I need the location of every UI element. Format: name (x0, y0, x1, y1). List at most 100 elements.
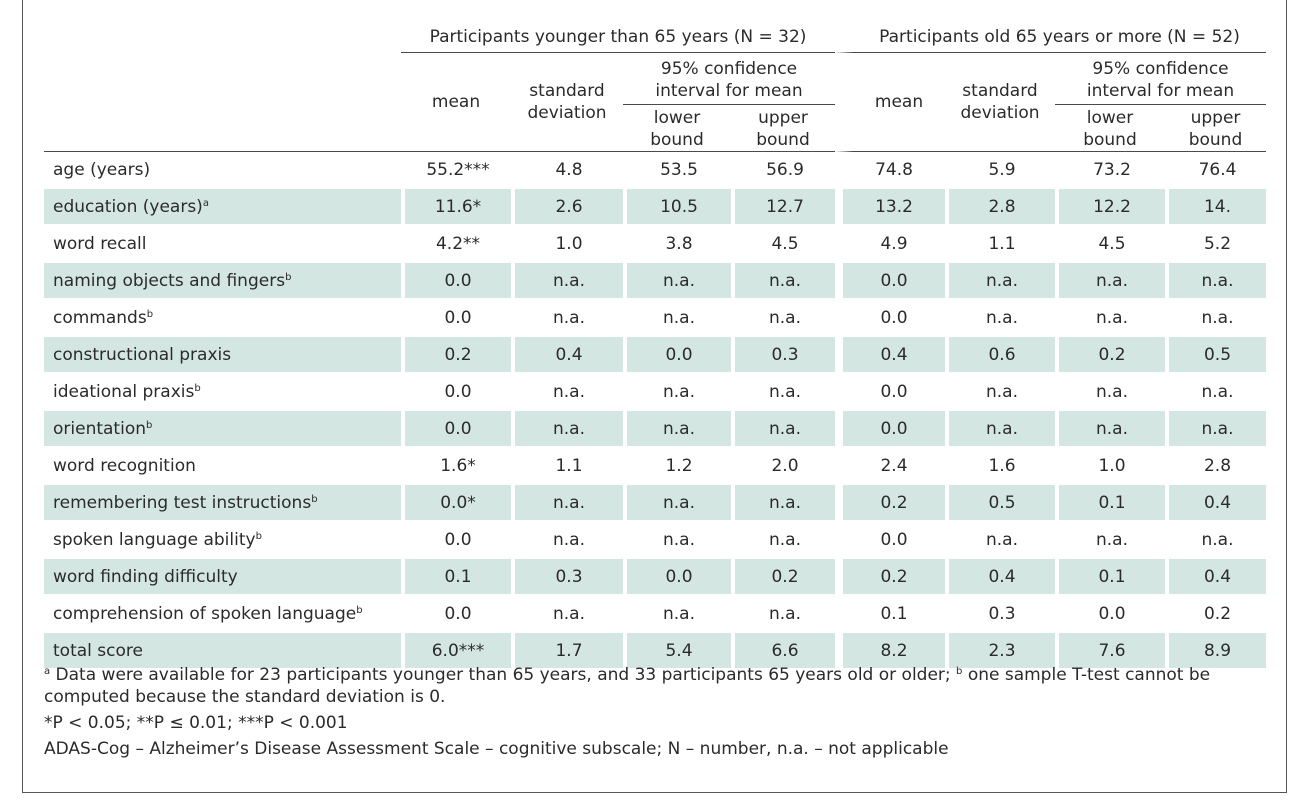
col-header-mean-1-text: mean (431, 92, 481, 112)
col-header-sd-1-line2: deviation (527, 103, 607, 123)
cell: 0.0 (401, 300, 511, 337)
footnote-significance: *P < 0.05; **P ≤ 0.01; ***P < 0.001 (44, 713, 348, 733)
row-label-sup: b (146, 308, 154, 320)
col-header-ci-2-line2: interval for mean (1086, 81, 1235, 101)
cell: 13.2 (835, 189, 945, 226)
cell: 0.2 (1165, 596, 1266, 633)
cell: n.a. (945, 300, 1055, 337)
cell: n.a. (1055, 411, 1165, 448)
row-label-text: age (years) (53, 159, 151, 180)
row-label-sup: b (356, 604, 363, 616)
col-header-lower-1-line2: bound (650, 130, 704, 150)
col-header-lower-2: lower bound (1055, 105, 1165, 152)
row-label-text: word recognition (53, 455, 196, 476)
cell: 0.0 (835, 522, 945, 559)
cell: n.a. (511, 374, 623, 411)
cell: 2.3 (945, 633, 1055, 670)
col-header-upper-1: upper bound (731, 105, 835, 152)
footnote-abbreviations: ADAS-Cog – Alzheimer’s Disease Assessmen… (44, 739, 949, 759)
row-label: word recall (44, 226, 401, 263)
col-header-lower-2-line1: lower (1086, 108, 1134, 128)
cell: 12.2 (1055, 189, 1165, 226)
cell: 4.2** (401, 226, 511, 263)
table-row: comprehension of spoken languageb 0.0 n.… (44, 596, 1266, 633)
cell: 0.2 (835, 559, 945, 596)
cell: n.a. (623, 522, 731, 559)
table-row: commandsb 0.0 n.a. n.a. n.a. 0.0 n.a. n.… (44, 300, 1266, 337)
footnote-a-text: Data were available for 23 participants … (55, 665, 951, 685)
footnote-b-mark: b (956, 666, 963, 677)
row-label: orientationb (44, 411, 401, 448)
cell: 73.2 (1055, 152, 1165, 189)
row-label-sup: b (311, 493, 318, 505)
cell: n.a. (623, 485, 731, 522)
footnote-ab: a Data were available for 23 participant… (44, 664, 1274, 708)
cell: n.a. (1055, 522, 1165, 559)
cell: 0.5 (945, 485, 1055, 522)
cell: 0.0 (623, 337, 731, 374)
cell: 1.6* (401, 448, 511, 485)
col-header-mean-1: mean (401, 53, 511, 152)
cell: 0.0 (1055, 596, 1165, 633)
cell: 0.0 (401, 522, 511, 559)
footnote-a-mark: a (44, 666, 51, 677)
row-label: education (years)a (44, 189, 401, 226)
cell: 0.4 (1165, 485, 1266, 522)
col-header-sd-2: standard deviation (945, 53, 1055, 152)
col-header-upper-2-line2: bound (1188, 130, 1243, 150)
cell: 2.0 (731, 448, 835, 485)
cell: n.a. (731, 300, 835, 337)
row-label-text: constructional praxis (53, 344, 232, 365)
cell: n.a. (511, 263, 623, 300)
row-label-sup: b (194, 382, 201, 394)
cell: 5.2 (1165, 226, 1266, 263)
cell: 2.4 (835, 448, 945, 485)
row-label-text: remembering test instructions (53, 492, 312, 513)
cell: n.a. (623, 596, 731, 633)
table-row: constructional praxis 0.2 0.4 0.0 0.3 0.… (44, 337, 1266, 374)
cell: n.a. (623, 300, 731, 337)
table-row: orientationb 0.0 n.a. n.a. n.a. 0.0 n.a.… (44, 411, 1266, 448)
col-header-lower-1: lower bound (623, 105, 731, 152)
row-label-sup: b (255, 530, 262, 542)
cell: 53.5 (623, 152, 731, 189)
cell: 0.4 (1165, 559, 1266, 596)
row-label: constructional praxis (44, 337, 401, 374)
table-row: word recognition 1.6* 1.1 1.2 2.0 2.4 1.… (44, 448, 1266, 485)
row-label-text: word recall (53, 233, 147, 254)
header-corner (44, 22, 401, 53)
cell: n.a. (1055, 263, 1165, 300)
cell: n.a. (731, 596, 835, 633)
cell: n.a. (945, 374, 1055, 411)
cell: n.a. (1165, 411, 1266, 448)
cell: n.a. (1055, 300, 1165, 337)
cell: 0.4 (835, 337, 945, 374)
header-corner-lower (44, 53, 401, 152)
cell: 0.4 (511, 337, 623, 374)
row-label: ideational praxisb (44, 374, 401, 411)
cell: n.a. (511, 596, 623, 633)
cell: 74.8 (835, 152, 945, 189)
cell: 7.6 (1055, 633, 1165, 670)
table-row: word recall 4.2** 1.0 3.8 4.5 4.9 1.1 4.… (44, 226, 1266, 263)
table-row: ideational praxisb 0.0 n.a. n.a. n.a. 0.… (44, 374, 1266, 411)
table-footnotes: a Data were available for 23 participant… (44, 664, 1274, 764)
cell: n.a. (731, 522, 835, 559)
col-header-upper-1-line2: bound (756, 130, 810, 150)
cell: n.a. (1165, 374, 1266, 411)
col-header-sd-1: standard deviation (511, 53, 623, 152)
cell: n.a. (731, 374, 835, 411)
cell: 8.2 (835, 633, 945, 670)
cell: 1.1 (511, 448, 623, 485)
cell: 6.0*** (401, 633, 511, 670)
row-label-text: education (years) (53, 196, 203, 217)
row-label: commandsb (44, 300, 401, 337)
table-row: education (years)a 11.6* 2.6 10.5 12.7 1… (44, 189, 1266, 226)
cell: n.a. (731, 263, 835, 300)
group-header-under-65: Participants younger than 65 years (N = … (401, 22, 835, 53)
cell: n.a. (623, 374, 731, 411)
cell: 76.4 (1165, 152, 1266, 189)
cell: 0.0 (623, 559, 731, 596)
cell: 1.2 (623, 448, 731, 485)
cell: 4.8 (511, 152, 623, 189)
